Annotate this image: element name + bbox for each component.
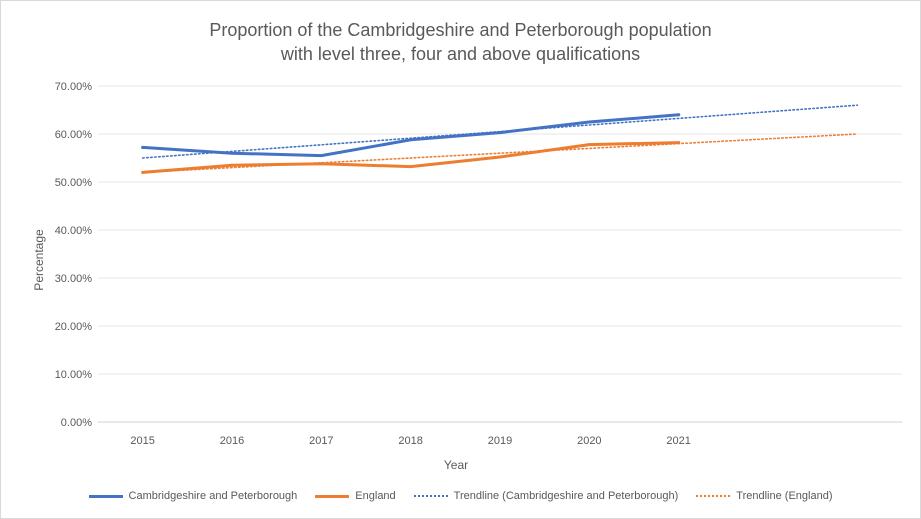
x-axis-label: Year bbox=[444, 458, 468, 472]
y-tick-labels: 0.00% 10.00% 20.00% 30.00% 40.00% 50.00% 60.00… bbox=[55, 81, 93, 429]
legend-label-cambridgeshire: Cambridgeshire and Peterborough bbox=[128, 490, 298, 502]
chart-title-line-1: Proportion of the Cambridgeshire and Pet… bbox=[209, 20, 712, 40]
gridlines bbox=[98, 85, 902, 423]
data-point-1-2021 bbox=[677, 141, 681, 145]
y-tick-5: 50.00% bbox=[55, 177, 93, 189]
y-tick-6: 60.00% bbox=[55, 129, 93, 141]
data-point-1-2017 bbox=[319, 162, 323, 166]
data-point-1-2016 bbox=[230, 163, 234, 167]
x-tick-2016: 2016 bbox=[220, 435, 244, 447]
y-axis-label: Percentage bbox=[32, 229, 46, 291]
trendlines bbox=[141, 104, 859, 174]
x-tick-2019: 2019 bbox=[488, 435, 512, 447]
chart-title-line-2: with level three, four and above qualifi… bbox=[280, 44, 641, 64]
legend-swatch-england bbox=[315, 494, 350, 498]
legend-item-trend-england[interactable]: Trendline (England) bbox=[696, 490, 832, 502]
series-line-0 bbox=[141, 113, 681, 158]
x-tick-2021: 2021 bbox=[666, 435, 690, 447]
y-tick-2: 20.00% bbox=[55, 321, 93, 333]
data-point-0-2021 bbox=[677, 113, 681, 117]
data-point-1-2020 bbox=[587, 143, 591, 147]
data-point-1-2018 bbox=[409, 165, 413, 169]
legend: Cambridgeshire and Peterborough England … bbox=[0, 490, 921, 502]
data-point-0-2018 bbox=[409, 138, 413, 142]
series-lines bbox=[141, 113, 681, 174]
x-tick-2020: 2020 bbox=[577, 435, 601, 447]
x-tick-2015: 2015 bbox=[130, 435, 154, 447]
legend-item-cambridgeshire[interactable]: Cambridgeshire and Peterborough bbox=[88, 490, 298, 502]
data-point-0-2020 bbox=[587, 120, 591, 124]
y-tick-0: 0.00% bbox=[61, 417, 92, 429]
data-point-0-2019 bbox=[498, 131, 502, 135]
data-point-0-2015 bbox=[141, 145, 145, 149]
x-tick-2018: 2018 bbox=[398, 435, 422, 447]
y-tick-4: 40.00% bbox=[55, 225, 93, 237]
y-tick-7: 70.00% bbox=[55, 81, 93, 93]
data-point-0-2016 bbox=[230, 151, 234, 155]
chart-title: Proportion of the Cambridgeshire and Pet… bbox=[0, 18, 921, 66]
legend-swatch-cambridgeshire bbox=[88, 494, 123, 498]
data-point-0-2017 bbox=[319, 154, 323, 158]
data-point-1-2015 bbox=[141, 170, 145, 174]
legend-item-england[interactable]: England bbox=[315, 490, 396, 502]
y-tick-1: 10.00% bbox=[55, 369, 93, 381]
x-tick-labels: 2015 2016 2017 2018 2019 2020 2021 bbox=[130, 435, 690, 447]
line-chart: 0.00% 10.00% 20.00% 30.00% 40.00% 50.00% 60.00… bbox=[32, 81, 902, 472]
legend-label-trend-england: Trendline (England) bbox=[736, 490, 833, 502]
legend-swatch-trend-cambridgeshire bbox=[413, 495, 448, 497]
data-point-1-2019 bbox=[498, 155, 502, 159]
x-tick-2017: 2017 bbox=[309, 435, 333, 447]
legend-item-trend-cambridgeshire[interactable]: Trendline (Cambridgeshire and Peterborou… bbox=[413, 490, 679, 502]
y-tick-3: 30.00% bbox=[55, 273, 93, 285]
legend-label-trend-cambridgeshire: Trendline (Cambridgeshire and Peterborou… bbox=[453, 490, 679, 502]
legend-label-england: England bbox=[355, 490, 396, 502]
trendline-0 bbox=[141, 104, 859, 159]
legend-swatch-trend-england bbox=[696, 495, 731, 497]
